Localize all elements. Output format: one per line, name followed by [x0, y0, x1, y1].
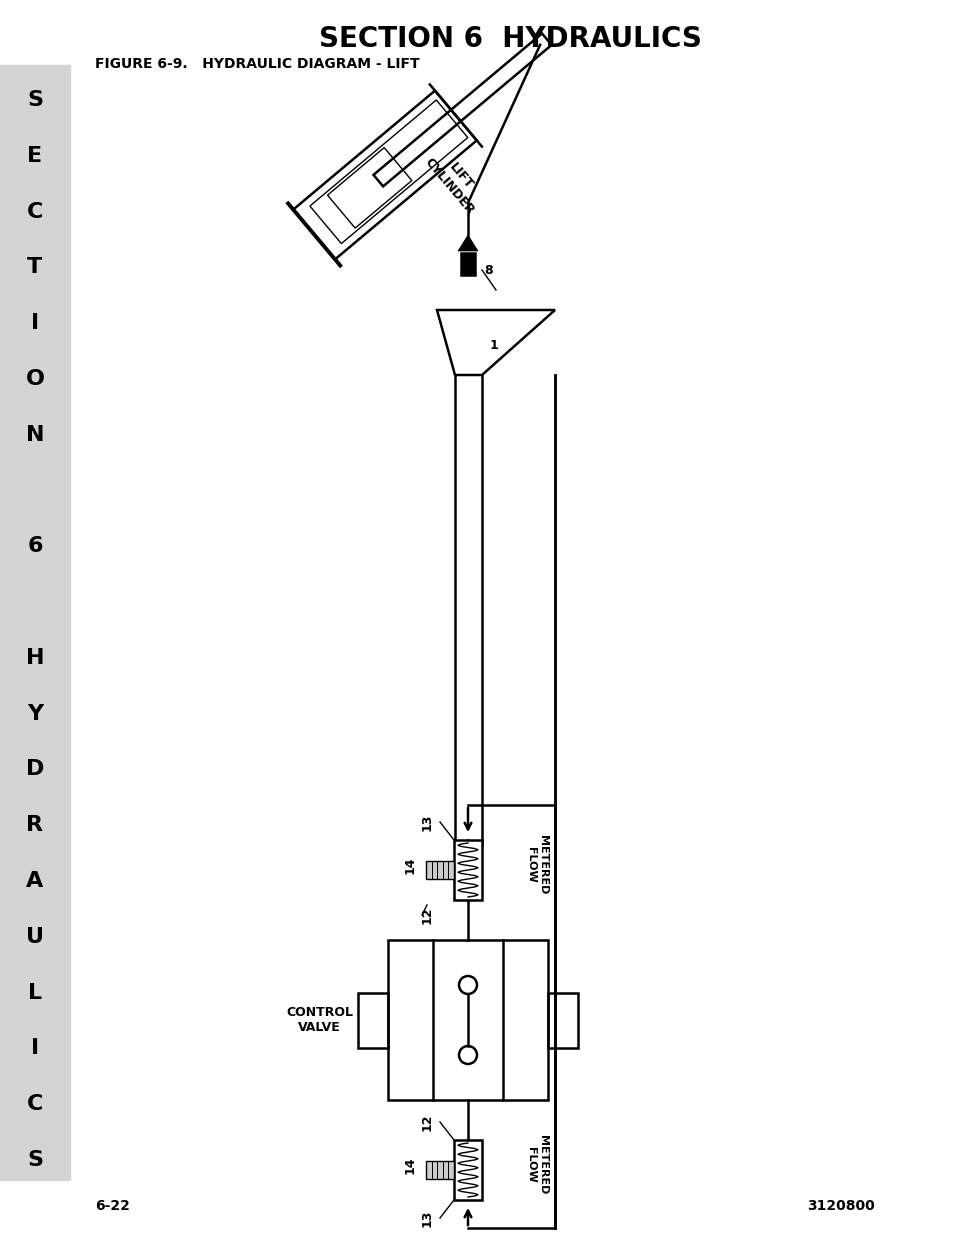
Text: 14: 14: [403, 856, 416, 873]
Text: 6: 6: [28, 536, 43, 556]
Text: C: C: [27, 201, 43, 221]
Text: 13: 13: [420, 814, 433, 831]
Bar: [454, 1140, 481, 1200]
Text: 8: 8: [483, 263, 492, 277]
Bar: [357, 993, 388, 1047]
Bar: [460, 253, 475, 275]
Text: 6-22: 6-22: [95, 1199, 130, 1213]
Text: E: E: [28, 146, 43, 165]
Text: A: A: [27, 871, 44, 892]
Text: D: D: [26, 760, 44, 779]
Text: O: O: [26, 369, 45, 389]
Text: I: I: [30, 314, 39, 333]
Text: U: U: [26, 926, 44, 947]
Text: 14: 14: [403, 1156, 416, 1173]
Text: 12: 12: [420, 1113, 433, 1131]
Text: METERED
FLOW: METERED FLOW: [526, 835, 547, 894]
Bar: [0, 65, 70, 1179]
Text: Y: Y: [27, 704, 43, 724]
Polygon shape: [457, 235, 477, 251]
Text: 3120800: 3120800: [806, 1199, 874, 1213]
Text: I: I: [30, 1039, 39, 1058]
Bar: [388, 940, 547, 1100]
Text: 1: 1: [490, 338, 498, 352]
Bar: [454, 840, 481, 900]
Text: METERED
FLOW: METERED FLOW: [526, 1135, 547, 1194]
Text: SECTION 6  HYDRAULICS: SECTION 6 HYDRAULICS: [318, 25, 700, 53]
Bar: [547, 993, 578, 1047]
Text: LIFT
CYLINDER: LIFT CYLINDER: [422, 146, 488, 216]
Text: FIGURE 6-9.   HYDRAULIC DIAGRAM - LIFT: FIGURE 6-9. HYDRAULIC DIAGRAM - LIFT: [95, 57, 419, 70]
Bar: [426, 1161, 454, 1179]
Text: S: S: [27, 90, 43, 110]
Text: 12: 12: [420, 906, 433, 924]
Text: CONTROL
VALVE: CONTROL VALVE: [286, 1007, 353, 1034]
Text: 13: 13: [420, 1209, 433, 1226]
Text: N: N: [26, 425, 44, 445]
Text: C: C: [27, 1094, 43, 1114]
Text: H: H: [26, 648, 44, 668]
Bar: [426, 861, 454, 879]
Text: L: L: [28, 983, 42, 1003]
Text: T: T: [28, 257, 43, 278]
Text: S: S: [27, 1150, 43, 1170]
Text: R: R: [27, 815, 44, 835]
